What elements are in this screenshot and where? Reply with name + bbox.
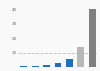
Bar xyxy=(43,65,50,67)
Bar xyxy=(77,47,84,67)
Bar xyxy=(89,9,96,67)
Bar xyxy=(32,66,39,67)
Bar xyxy=(20,66,27,67)
Bar xyxy=(55,63,61,67)
Bar xyxy=(66,59,73,67)
